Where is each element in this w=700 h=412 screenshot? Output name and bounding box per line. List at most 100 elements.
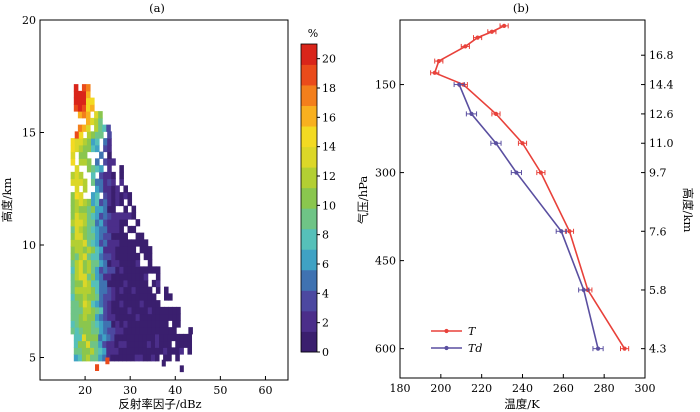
heatmap-cell [85, 84, 91, 92]
heatmap-cell [155, 273, 161, 281]
colorbar-tick-label: 6 [322, 258, 329, 271]
heatmap-cell [110, 333, 115, 342]
x-tick-label: 300 [635, 382, 656, 395]
heatmap-cell [155, 306, 161, 315]
heatmap-cell [143, 320, 149, 328]
heatmap-cell [99, 178, 104, 186]
heatmap-cell [126, 347, 132, 355]
right-tick-label: 4.3 [649, 343, 667, 356]
heatmap-cell [107, 198, 112, 207]
heatmap-cell [90, 273, 96, 281]
heatmap-cell [86, 212, 92, 220]
heatmap-cell [131, 246, 137, 254]
heatmap-cell [95, 192, 100, 200]
heatmap-cell [135, 300, 141, 308]
heatmap-cell [81, 333, 87, 342]
data-point [463, 44, 468, 49]
heatmap-cell [179, 365, 184, 373]
heatmap-cell [130, 354, 136, 362]
heatmap-cell [70, 313, 76, 321]
heatmap-cell [167, 354, 172, 362]
heatmap-cell [115, 185, 120, 193]
heatmap-cell [172, 306, 177, 315]
heatmap-cell [111, 219, 116, 227]
heatmap-cell [131, 306, 137, 315]
colorbar-tick-label: 16 [322, 111, 336, 124]
panel-b-right-axis-label: 高度/km [681, 188, 695, 233]
heatmap-cell [85, 333, 91, 342]
heatmap-cell [103, 158, 108, 166]
data-point [538, 170, 543, 175]
heatmap-cell [147, 246, 153, 254]
heatmap-cell [142, 340, 148, 348]
heatmap-cell [159, 320, 165, 328]
heatmap-cell [74, 273, 80, 281]
heatmap-cell [90, 192, 96, 200]
colorbar-swatch [301, 290, 317, 312]
heatmap-cell [90, 266, 96, 274]
heatmap-cell [77, 97, 83, 105]
heatmap-cell [163, 333, 168, 342]
heatmap-cell [115, 306, 120, 315]
heatmap-cell [70, 151, 76, 159]
heatmap-cell [74, 239, 80, 247]
heatmap-cell [134, 340, 140, 348]
heatmap-cell [107, 300, 112, 308]
panel-b-series [430, 23, 630, 352]
heatmap-cell [98, 124, 103, 132]
colorbar-tick-label: 14 [322, 141, 336, 154]
colorbar-tick-label: 8 [322, 229, 329, 242]
heatmap-cell [119, 212, 124, 220]
heatmap-cell [130, 340, 136, 348]
heatmap-cell [82, 198, 88, 207]
heatmap-cell [70, 144, 76, 153]
panel-b-x-ticks: 180 200 220 240 260 280 300 [390, 374, 656, 395]
heatmap-cell [78, 212, 84, 220]
heatmap-cell [131, 327, 137, 335]
heatmap-cell [146, 354, 152, 362]
heatmap-cell [70, 219, 76, 227]
heatmap-cell [123, 205, 128, 213]
heatmap-cell [123, 192, 128, 200]
data-point [514, 170, 519, 175]
y-tick-label: 20 [22, 14, 36, 27]
colorbar-swatch [301, 310, 317, 332]
heatmap-cell [135, 273, 141, 281]
heatmap-cell [95, 300, 100, 308]
heatmap-cell [111, 225, 116, 234]
heatmap-cell [111, 320, 116, 328]
heatmap-cell [74, 178, 80, 186]
heatmap-cell [95, 178, 100, 186]
heatmap-cell [82, 259, 88, 267]
heatmap-cell [131, 279, 137, 288]
panel-a-title: (a) [149, 1, 165, 15]
heatmap-cell [107, 273, 112, 281]
heatmap-cell [95, 327, 100, 335]
heatmap-cell [164, 313, 169, 321]
heatmap-cell [99, 273, 104, 281]
heatmap-cell [82, 158, 88, 166]
heatmap-cell [146, 333, 152, 342]
heatmap-cell [167, 340, 172, 348]
heatmap-cell [103, 327, 108, 335]
heatmap-cell [107, 138, 112, 146]
heatmap-cell [115, 192, 120, 200]
heatmap-cell [119, 171, 124, 180]
heatmap-cell [95, 313, 100, 321]
heatmap-cell [119, 306, 124, 315]
heatmap-cell [143, 279, 149, 288]
heatmap-cell [103, 198, 108, 207]
heatmap-cell [119, 192, 124, 200]
heatmap-cell [151, 300, 157, 308]
heatmap-cell [95, 185, 100, 193]
right-tick-label: 5.8 [649, 284, 667, 297]
heatmap-cell [139, 306, 145, 315]
legend: T Td [431, 325, 482, 355]
heatmap-cell [139, 279, 145, 288]
heatmap-cell [123, 273, 128, 281]
heatmap-cell [119, 286, 124, 294]
heatmap-cell [147, 327, 153, 335]
heatmap-cell [142, 347, 148, 355]
heatmap-cell [150, 333, 156, 342]
heatmap-cell [107, 327, 112, 335]
